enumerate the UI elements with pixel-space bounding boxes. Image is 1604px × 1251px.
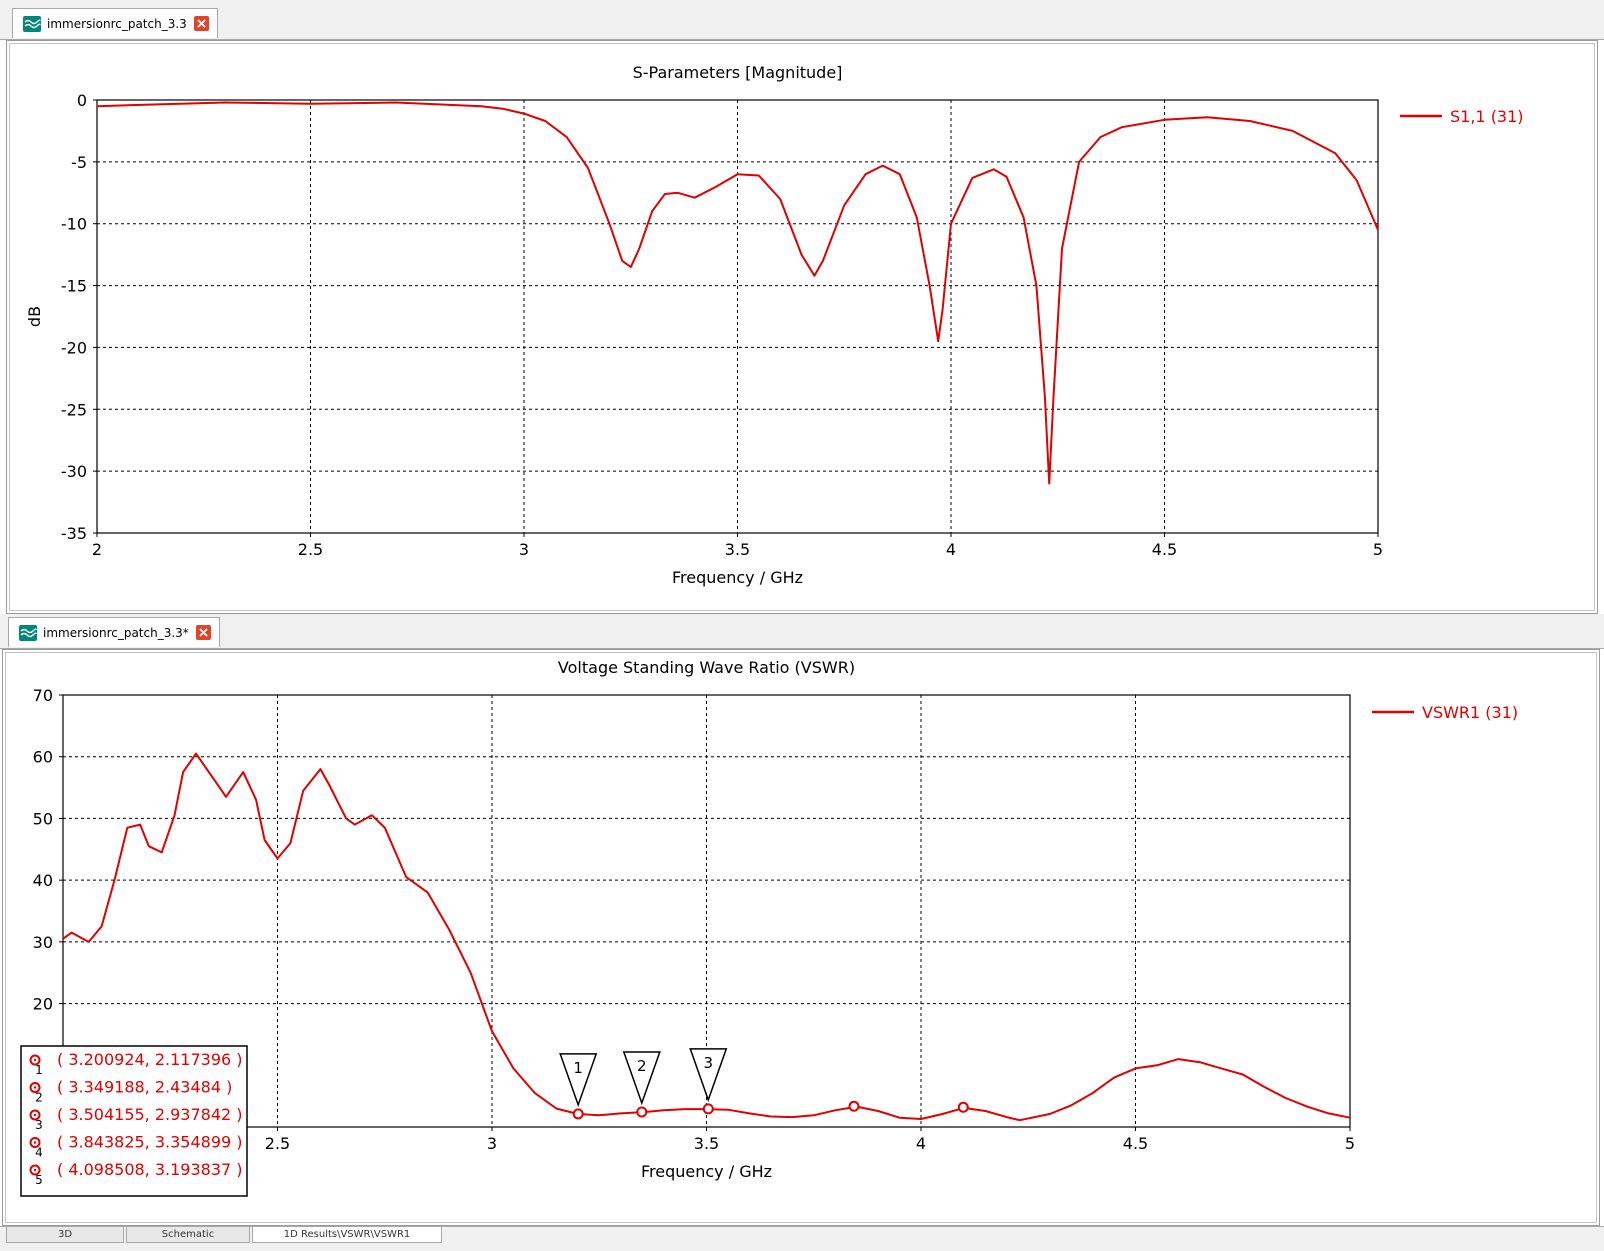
marker-info-id: 4 xyxy=(35,1146,43,1160)
y-axis-label: dB xyxy=(25,306,44,327)
marker-point xyxy=(957,1101,969,1113)
marker-flag xyxy=(689,1048,728,1103)
y-tick-label: -25 xyxy=(61,400,87,419)
marker-info-dot xyxy=(33,1113,37,1117)
x-tick-label: 4.5 xyxy=(1123,1134,1148,1153)
tab-top-label: immersionrc_patch_3.3 xyxy=(47,16,187,31)
marker-point xyxy=(572,1108,584,1120)
y-tick-label: -5 xyxy=(71,153,87,172)
marker-info-value: ( 3.504155, 2.937842 ) xyxy=(57,1105,243,1124)
bottom-view-tabs: 3D Schematic 1D Results\VSWR\VSWR1 xyxy=(0,1226,1604,1251)
x-tick-label: 5 xyxy=(1345,1134,1355,1153)
y-tick-label: 20 xyxy=(33,995,53,1014)
x-tick-label: 4.5 xyxy=(1152,540,1177,559)
marker-point xyxy=(848,1100,860,1112)
y-tick-label: -15 xyxy=(61,277,87,296)
marker-info-value: ( 3.843825, 3.354899 ) xyxy=(57,1133,243,1152)
x-tick-label: 3.5 xyxy=(694,1134,719,1153)
tab-top-plot[interactable]: immersionrc_patch_3.3 xyxy=(12,8,218,38)
close-icon[interactable] xyxy=(195,625,211,640)
y-tick-label: 30 xyxy=(33,933,53,952)
x-axis-label: Frequency / GHz xyxy=(641,1162,772,1181)
x-tick-label: 3 xyxy=(519,540,529,559)
y-tick-label: 70 xyxy=(33,686,53,705)
marker-flag-label: 3 xyxy=(704,1054,714,1072)
y-tick-label: 50 xyxy=(33,809,53,828)
chart-title: Voltage Standing Wave Ratio (VSWR) xyxy=(558,658,855,677)
close-icon[interactable] xyxy=(193,16,209,31)
x-tick-label: 3.5 xyxy=(725,540,750,559)
series-line xyxy=(96,101,1379,485)
bottom-tab-strip: immersionrc_patch_3.3* xyxy=(0,614,1604,649)
marker-point xyxy=(702,1103,714,1115)
marker-flag xyxy=(559,1053,598,1108)
marker-info-box xyxy=(20,1045,248,1197)
marker-info-dot xyxy=(33,1168,37,1172)
marker-point xyxy=(636,1106,648,1118)
y-tick-label: 0 xyxy=(77,91,87,110)
marker-info-dot xyxy=(33,1141,37,1144)
y-tick-label: -20 xyxy=(61,338,87,357)
x-tick-label: 4 xyxy=(946,540,956,559)
x-tick-label: 3 xyxy=(487,1134,497,1153)
tab-bottom-plot[interactable]: immersionrc_patch_3.3* xyxy=(8,617,220,647)
marker-info-dot xyxy=(33,1058,37,1062)
y-tick-label: -30 xyxy=(61,462,87,481)
marker-info-value: ( 3.200924, 2.117396 ) xyxy=(57,1050,243,1069)
marker-info-id: 2 xyxy=(35,1091,43,1105)
view-tab-schematic[interactable]: Schematic xyxy=(126,1227,250,1243)
x-tick-label: 5 xyxy=(1373,540,1383,559)
y-tick-label: -35 xyxy=(61,524,87,543)
legend-label: S1,1 (31) xyxy=(1450,107,1524,126)
waveform-app-icon xyxy=(19,624,37,641)
waveform-app-icon xyxy=(23,15,41,32)
chart-title: S-Parameters [Magnitude] xyxy=(633,63,843,82)
vswr-chart: Voltage Standing Wave Ratio (VSWR) 2.5 3 3.… xyxy=(20,658,1518,1197)
series-line xyxy=(62,752,1351,1122)
x-tick-label: 2 xyxy=(92,540,102,559)
marker-info-id: 5 xyxy=(35,1173,43,1187)
top-tab-strip: immersionrc_patch_3.3 xyxy=(0,5,1604,40)
y-tick-label: 40 xyxy=(33,871,53,890)
vswr-panel: Voltage Standing Wave Ratio (VSWR) 2.5 3 3.… xyxy=(2,649,1600,1226)
view-tab-3d[interactable]: 3D xyxy=(6,1227,124,1243)
x-tick-label: 4 xyxy=(916,1134,926,1153)
marker-info-value: ( 3.349188, 2.43484 ) xyxy=(57,1078,232,1097)
y-tick-label: 60 xyxy=(33,748,53,767)
x-tick-label: 2.5 xyxy=(298,540,323,559)
y-tick-label: -10 xyxy=(61,215,87,234)
view-tab-1d-results[interactable]: 1D Results\VSWR\VSWR1 xyxy=(252,1227,442,1243)
x-axis-label: Frequency / GHz xyxy=(672,568,803,587)
marker-info-dot xyxy=(33,1086,37,1089)
marker-info-id: 3 xyxy=(35,1118,43,1132)
legend-label: VSWR1 (31) xyxy=(1422,703,1518,722)
marker-flag-label: 1 xyxy=(573,1059,583,1077)
s-parameters-panel: S-Parameters [Magnitude] 2 2.5 3 3.5 4 4.5 5 0 -5… xyxy=(6,40,1598,614)
marker-info-id: 1 xyxy=(35,1063,43,1077)
marker-info-value: ( 4.098508, 3.193837 ) xyxy=(57,1160,243,1179)
marker-flag-label: 2 xyxy=(637,1057,647,1075)
x-tick-label: 2.5 xyxy=(265,1134,290,1153)
marker-flag xyxy=(622,1051,661,1106)
tab-bottom-label: immersionrc_patch_3.3* xyxy=(43,625,189,640)
s-parameters-chart: S-Parameters [Magnitude] 2 2.5 3 3.5 4 4.5 5 0 -5… xyxy=(25,63,1524,587)
